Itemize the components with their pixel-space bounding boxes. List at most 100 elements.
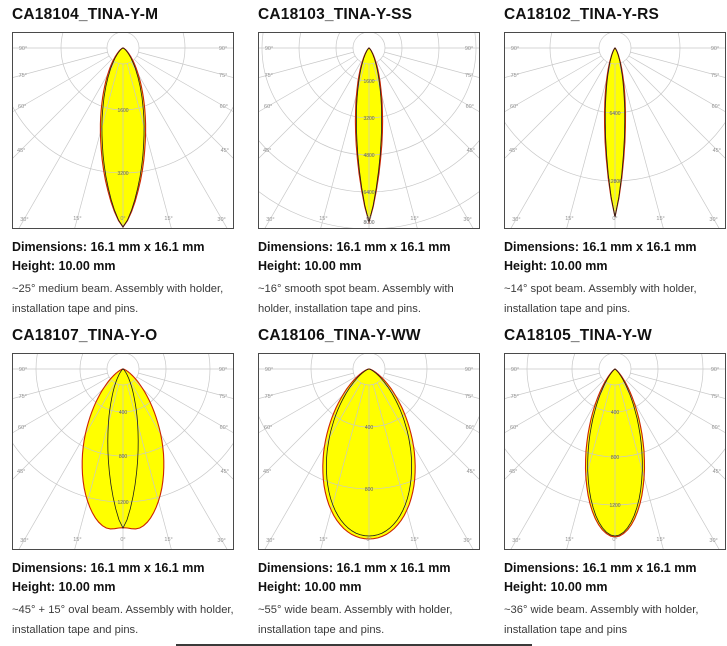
beam-description: ~55° wide beam. Assembly with holder, in… [258,604,453,636]
beam-curve-C90 [604,47,626,218]
angle-label: 45° [467,148,475,154]
ring-value-label: 12800 [608,179,622,185]
angle-label: 60° [220,425,228,431]
height-line: Height: 10.00 mm [258,259,362,273]
angle-label: 90° [465,46,473,52]
beam-curve-C0 [81,368,165,530]
angle-label: 90° [265,46,273,52]
dimensions-line: Dimensions: 16.1 mm x 16.1 mm [12,561,205,575]
angle-label: 15° [319,537,327,543]
angle-label: 75° [19,73,27,79]
angle-label: 30° [512,538,520,544]
height-line: Height: 10.00 mm [12,259,116,273]
angle-label: 75° [465,394,473,400]
angle-label: 90° [711,46,719,52]
grid-ray [320,384,366,549]
angle-label: 45° [263,469,271,475]
angle-label: 90° [465,367,473,373]
grid-ray [372,384,418,549]
angle-label: 60° [220,104,228,110]
grid-ray [138,372,233,399]
angle-label: 15° [73,537,81,543]
product-panel: CA18103_TINA-Y-SS 1600 3200 4800 6400 8000 90… [258,6,480,319]
grid-ray [630,51,725,78]
beam-curve-C90 [101,47,145,228]
angle-label: 30° [20,538,28,544]
angle-label: 90° [711,367,719,373]
polar-diagram: 1600 3200 90° 90° 75° 75° 60° 60° 45° 45° 30° 30° 15… [12,32,234,229]
grid-ray [74,63,120,228]
angle-label: 30° [20,217,28,223]
grid-ray [382,376,479,433]
grid-ray [18,382,116,549]
grid-ray [622,382,720,549]
beam-curve-C90 [325,368,413,537]
grid-ray [505,55,602,112]
product-title: CA18105_TINA-Y-W [504,327,652,344]
grid-ray [320,63,366,228]
grid-ray [505,59,604,159]
angle-label: 60° [510,425,518,431]
grid-ray [505,376,602,433]
angle-label: 60° [510,104,518,110]
polar-chart-svg: 1600 3200 90° 90° 75° 75° 60° 60° 45° 45° 30° 30° 15… [13,33,233,228]
product-panel: CA18105_TINA-Y-W 400 800 1200 90° 90° 75° 75° 6… [504,327,726,640]
polar-chart-svg: 1600 3200 4800 6400 8000 90° 90° 75° 75° 60° 60° 45… [259,33,479,228]
polar-diagram: 400 800 1200 90° 90° 75° 75° 60° 60° 45° 45° 30° 30°… [504,353,726,550]
grid-ray [380,59,479,159]
product-title: CA18102_TINA-Y-RS [504,6,660,23]
ring-value-label: 800 [611,455,620,461]
angle-label: 90° [511,367,519,373]
angle-label: 30° [709,538,717,544]
angle-label: 75° [711,394,719,400]
height-line: Height: 10.00 mm [12,580,116,594]
dimensions-line: Dimensions: 16.1 mm x 16.1 mm [12,240,205,254]
angle-label: 15° [565,216,573,222]
grid-ray [510,382,608,549]
grid-ray [628,55,725,112]
angle-label: 75° [465,73,473,79]
ring-value-label: 4800 [363,153,374,159]
height-line: Height: 10.00 mm [504,580,608,594]
grid-ray [259,376,356,433]
beam-description: ~16° smooth spot beam. Assembly with hol… [258,283,454,315]
ring-value-label: 400 [611,410,620,416]
grid-ray [259,372,354,399]
ring-value-label: 1600 [117,108,128,114]
grid-ray [505,380,604,480]
angle-label: 90° [219,46,227,52]
polar-chart-svg: 400 800 1200 90° 90° 75° 75° 60° 60° 45° 45° 30° 30°… [13,354,233,549]
grid-ray [13,372,108,399]
ring-value-label: 1200 [117,500,128,506]
grid-ray [134,380,233,480]
angle-label: 90° [19,46,27,52]
product-panel: CA18107_TINA-Y-O 400 800 1200 90° 90° 75° 75° 6… [12,327,234,640]
angle-label: 75° [265,73,273,79]
product-title: CA18106_TINA-Y-WW [258,327,421,344]
grid-ray [372,63,418,228]
angle-label: 45° [467,469,475,475]
angle-label: 60° [18,104,26,110]
product-panel: CA18102_TINA-Y-RS 6400 12800 90° 90° 75° 75° 6… [504,6,726,319]
polar-diagram: 400 800 90° 90° 75° 75° 60° 60° 45° 45° 30° 30° 15° 1… [258,353,480,550]
angle-label: 45° [17,469,25,475]
angle-label: 60° [18,425,26,431]
angle-label: 15° [656,216,664,222]
grid-ray [505,372,600,399]
angle-label: 90° [219,367,227,373]
grid-ray [13,59,112,159]
grid-ray [259,59,358,159]
grid-ray [13,55,110,112]
angle-label: 0° [120,537,125,543]
ring-value-label: 1200 [609,503,620,509]
dimensions-line: Dimensions: 16.1 mm x 16.1 mm [258,561,451,575]
grid-ray [622,61,720,228]
angle-label: 30° [217,538,225,544]
grid-ray [13,380,112,480]
beam-description: ~14° spot beam. Assembly with holder, in… [504,283,697,315]
ring-value-label: 3200 [363,116,374,122]
angle-label: 45° [509,148,517,154]
grid-ray [130,61,228,228]
grid-ray [566,384,612,549]
